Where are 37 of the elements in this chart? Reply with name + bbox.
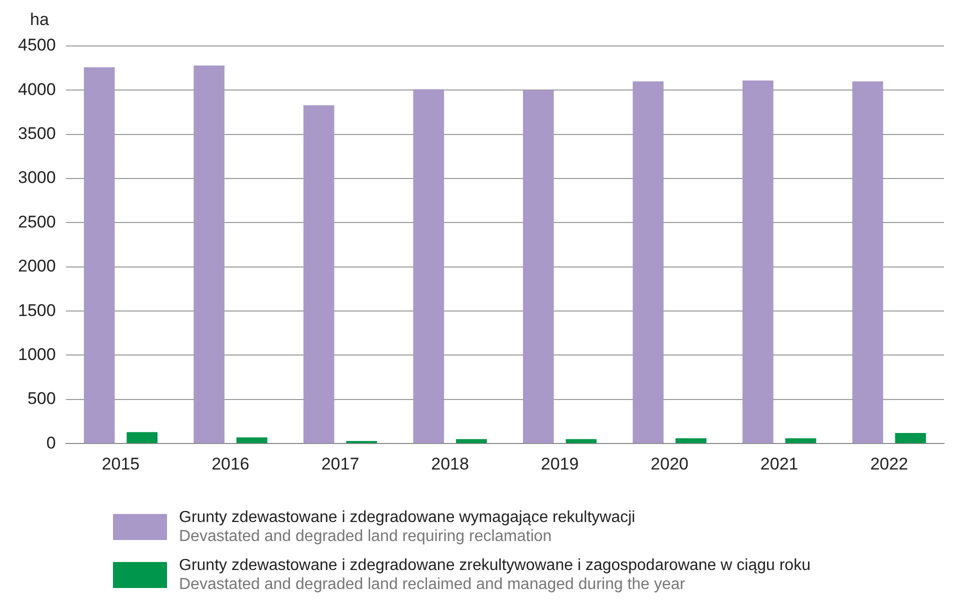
bar: [126, 432, 158, 444]
bar: [303, 105, 334, 444]
y-tick-label: 4000: [18, 80, 56, 99]
x-tick-label: 2016: [212, 454, 250, 474]
legend-label: Grunty zdewastowane i zdegradowane wymagające rekultywacji Devastated and degraded land requiring reclamation: [179, 508, 636, 546]
x-tick-label: 2022: [870, 454, 908, 474]
bar: [785, 438, 816, 444]
bar: [456, 439, 487, 444]
bar: [895, 433, 926, 444]
y-tick-label: 3500: [18, 124, 56, 144]
bar: [632, 81, 664, 444]
bar: [676, 438, 706, 444]
bar: [742, 80, 774, 444]
y-tick-label: 2000: [18, 256, 56, 276]
y-tick-label: 0: [46, 433, 56, 452]
bar: [236, 437, 268, 444]
y-tick-label: 2500: [18, 212, 56, 232]
bar: [852, 81, 884, 444]
bar: [84, 67, 115, 444]
x-tick-label: 2018: [431, 454, 469, 474]
y-tick-label: 4500: [18, 36, 56, 55]
bar: [522, 90, 554, 444]
bar: [346, 440, 378, 444]
y-tick-label: 1500: [18, 300, 56, 320]
bar: [194, 65, 224, 444]
y-tick-label: 3000: [18, 168, 56, 188]
x-tick-label: 2020: [650, 454, 688, 474]
y-tick-label: 1000: [18, 344, 56, 364]
x-tick-label: 2015: [102, 454, 140, 474]
x-tick-label: 2019: [540, 454, 579, 474]
x-tick-label: 2017: [321, 454, 360, 474]
y-axis-title: ha: [30, 10, 50, 30]
y-tick-label: 500: [27, 389, 56, 408]
bar: [413, 89, 444, 444]
bar: [566, 439, 597, 444]
legend-label: Grunty zdewastowane i zdegradowane zrekultywowane i zagospodarowane w ciągu roku Devastated and degraded land reclaimed and managed during the year: [179, 556, 810, 594]
x-tick-label: 2021: [760, 454, 798, 474]
